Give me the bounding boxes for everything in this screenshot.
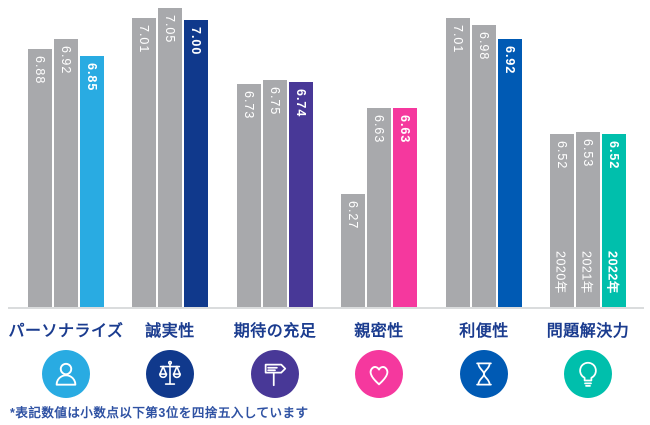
bar-value-label: 7.01 bbox=[451, 25, 465, 54]
bar-value-label: 6.88 bbox=[33, 56, 47, 85]
empathy-heart-icon bbox=[355, 350, 403, 398]
bar: 7.05 bbox=[158, 8, 182, 308]
bar-value-label: 6.98 bbox=[477, 32, 491, 61]
bar: 6.75 bbox=[263, 80, 287, 308]
category-label: 親密性 bbox=[354, 323, 404, 340]
expectation-signpost-icon bbox=[251, 350, 299, 398]
x-axis-baseline bbox=[8, 307, 644, 309]
group-expectation: 期待の充足 bbox=[215, 317, 335, 398]
bar-value-label: 6.63 bbox=[398, 115, 412, 144]
bar-value-label: 7.05 bbox=[163, 15, 177, 44]
bar-value-label: 6.92 bbox=[59, 46, 73, 75]
bar: 6.85 bbox=[80, 56, 104, 308]
bar-year-label: 2022年 bbox=[605, 251, 620, 294]
bar-value-label: 6.63 bbox=[372, 115, 386, 144]
group-empathy: 親密性 bbox=[319, 317, 439, 398]
bar-value-label: 6.75 bbox=[268, 87, 282, 116]
bar-value-label: 6.74 bbox=[294, 89, 308, 118]
bar: 7.01 bbox=[132, 18, 156, 308]
bar-year-label: 2020年 bbox=[553, 251, 568, 294]
category-label: 利便性 bbox=[459, 323, 509, 340]
bar: 6.52 2022年 bbox=[602, 134, 626, 308]
group-integrity: 誠実性 bbox=[110, 317, 230, 398]
bar: 6.52 2020年 bbox=[550, 134, 574, 308]
bar: 6.88 bbox=[28, 49, 52, 308]
bar: 6.63 bbox=[367, 108, 391, 308]
bar: 6.98 bbox=[472, 25, 496, 308]
bar-value-label: 6.92 bbox=[503, 46, 517, 75]
bar: 7.00 bbox=[184, 20, 208, 308]
bar-value-label: 6.73 bbox=[242, 91, 256, 120]
bar-year-label: 2021年 bbox=[579, 251, 594, 294]
category-label: 期待の充足 bbox=[233, 323, 317, 340]
bar-value-label: 7.00 bbox=[189, 27, 203, 56]
bar-value-label: 6.52 bbox=[607, 141, 621, 170]
category-label: パーソナライズ bbox=[8, 323, 124, 340]
resolution-lightbulb-icon bbox=[564, 350, 612, 398]
bar-chart: 6.88 6.92 6.85 7.01 7.05 7.00 6.73 6.75 6.74 6.27… bbox=[28, 8, 626, 308]
bar: 6.92 bbox=[498, 39, 522, 308]
group-resolution: 問題解決力 bbox=[528, 317, 648, 398]
group-convenience: 利便性 bbox=[424, 317, 544, 398]
bar-value-label: 6.52 bbox=[555, 141, 569, 170]
category-label: 問題解決力 bbox=[546, 323, 630, 340]
category-label: 誠実性 bbox=[145, 323, 195, 340]
footnote: *表記数値は小数点以下第3位を四捨五入しています bbox=[10, 406, 309, 420]
bar: 7.01 bbox=[446, 18, 470, 308]
bar-value-label: 6.85 bbox=[85, 63, 99, 92]
bar: 6.53 2021年 bbox=[576, 132, 600, 308]
bar: 6.73 bbox=[237, 84, 261, 308]
time-effort-hourglass-icon bbox=[460, 350, 508, 398]
bar-value-label: 6.53 bbox=[581, 139, 595, 168]
bar: 6.92 bbox=[54, 39, 78, 308]
bar: 6.63 bbox=[393, 108, 417, 308]
group-personalize: パーソナライズ bbox=[6, 317, 126, 398]
personalization-person-icon bbox=[42, 350, 90, 398]
bar: 6.27 bbox=[341, 194, 365, 308]
integrity-scales-icon bbox=[146, 350, 194, 398]
bar: 6.74 bbox=[289, 82, 313, 308]
bar-value-label: 6.27 bbox=[346, 201, 360, 230]
bar-value-label: 7.01 bbox=[137, 25, 151, 54]
